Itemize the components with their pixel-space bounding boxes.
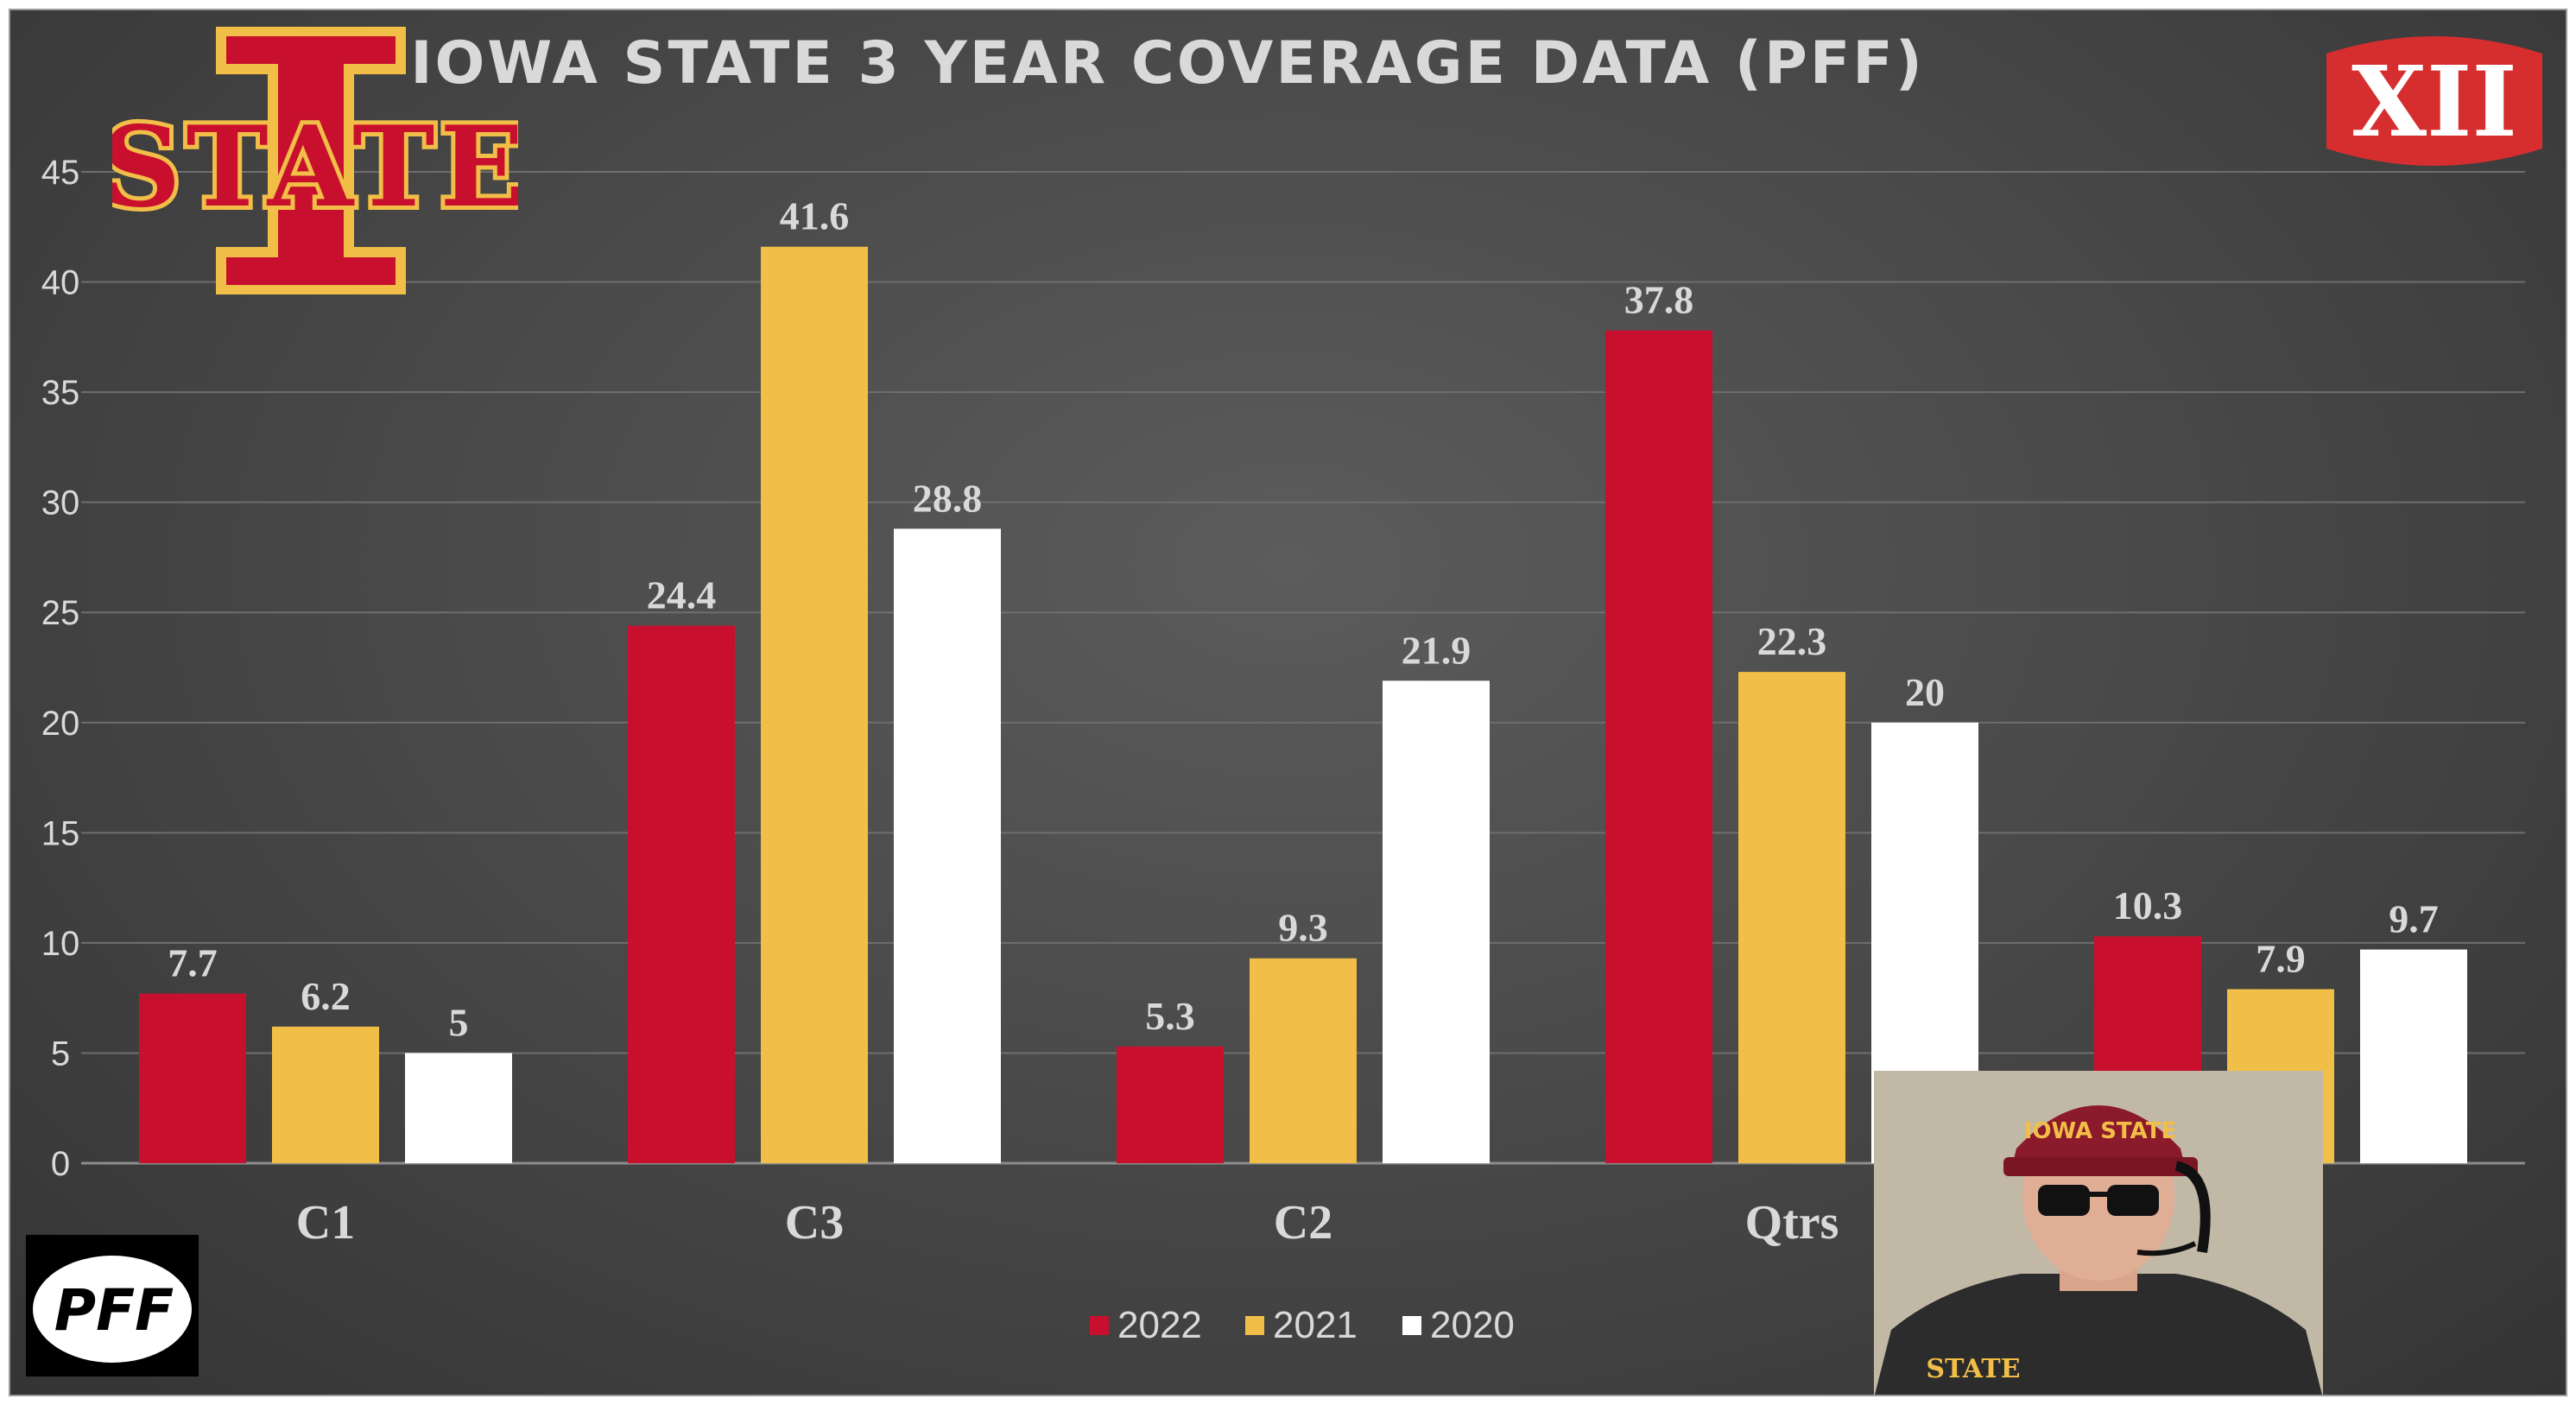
bar-2021-qtrs	[1738, 672, 1845, 1163]
data-label: 41.6	[780, 194, 850, 238]
chart-title: IOWA STATE 3 YEAR COVERAGE DATA (PFF)	[410, 29, 1925, 98]
y-tick-label: 30	[41, 484, 80, 522]
bar-2021-c2	[1250, 958, 1357, 1163]
bar-2020-c2	[1383, 680, 1490, 1163]
bar-2021-c1	[272, 1026, 379, 1163]
y-tick-label: 35	[41, 374, 80, 412]
legend-swatch	[1245, 1316, 1264, 1335]
bar-chart: IOWA STATE 3 YEAR COVERAGE DATA (PFF) 0 5…	[41, 29, 2525, 1346]
legend-item-2021: 2021	[1245, 1304, 1358, 1346]
y-axis-ticks: 0 5 10 15 20 25 30 35 40 45	[41, 154, 80, 1183]
x-tick-label: C3	[785, 1196, 844, 1250]
coach-photo: IOWA STATE STATE	[1874, 1071, 2323, 1395]
bar-2020-c6	[2360, 949, 2467, 1163]
big12-logo-text: XII	[2351, 46, 2517, 159]
y-tick-label: 0	[51, 1145, 70, 1183]
bar-2021-c3	[761, 246, 868, 1163]
data-label: 9.7	[2389, 897, 2439, 941]
bars	[139, 246, 2467, 1163]
y-tick-label: 15	[41, 814, 80, 852]
y-tick-label: 25	[41, 594, 80, 632]
legend-item-2020: 2020	[1402, 1304, 1515, 1346]
data-label: 10.3	[2113, 883, 2183, 927]
pff-logo-text: PFF	[54, 1277, 174, 1344]
legend-swatch	[1402, 1316, 1421, 1335]
legend-label: 2021	[1273, 1304, 1358, 1346]
legend: 2022 2021 2020	[1090, 1304, 1515, 1346]
data-label: 5.3	[1145, 994, 1195, 1038]
data-labels: 7.7 6.2 5 24.4 41.6 28.8 5.3 9.3 21.9 37.8 22.3 20 1…	[168, 194, 2439, 1045]
data-label: 5	[449, 1000, 469, 1044]
cap-text: IOWA STATE	[2024, 1118, 2177, 1144]
data-label: 28.8	[913, 476, 983, 520]
legend-swatch	[1090, 1316, 1109, 1335]
y-tick-label: 20	[41, 705, 80, 743]
y-tick-label: 45	[41, 154, 80, 192]
bar-2022-qtrs	[1605, 330, 1712, 1163]
y-tick-label: 10	[41, 925, 80, 963]
x-tick-label: C2	[1274, 1196, 1332, 1250]
data-label: 7.9	[2256, 936, 2306, 980]
isu-logo-text: STATE	[112, 103, 518, 232]
data-label: 22.3	[1757, 619, 1827, 663]
bar-2020-c1	[405, 1053, 512, 1163]
pff-logo: PFF	[26, 1235, 199, 1377]
bar-2022-c1	[139, 993, 246, 1163]
big12-logo: XII	[2326, 36, 2542, 166]
shirt-text: STATE	[1926, 1354, 2020, 1384]
data-label: 21.9	[1402, 628, 1472, 672]
bar-2022-c2	[1117, 1046, 1224, 1163]
data-label: 37.8	[1624, 278, 1694, 322]
data-label: 7.7	[168, 941, 218, 985]
y-tick-label: 40	[41, 264, 80, 302]
data-label: 6.2	[301, 974, 351, 1018]
iowa-state-logo: STATE	[112, 27, 518, 294]
legend-item-2022: 2022	[1090, 1304, 1202, 1346]
data-label: 9.3	[1278, 906, 1328, 950]
data-label: 24.4	[647, 573, 717, 617]
x-tick-label: Qtrs	[1745, 1196, 1839, 1250]
legend-label: 2020	[1430, 1304, 1515, 1346]
bar-2020-c3	[894, 528, 1001, 1163]
legend-label: 2022	[1117, 1304, 1202, 1346]
bar-2022-c3	[628, 625, 735, 1163]
y-tick-label: 5	[51, 1035, 70, 1073]
chart-frame: IOWA STATE 3 YEAR COVERAGE DATA (PFF) 0 5…	[9, 9, 2567, 1396]
data-label: 20	[1905, 670, 1945, 714]
x-tick-label: C1	[296, 1196, 355, 1250]
